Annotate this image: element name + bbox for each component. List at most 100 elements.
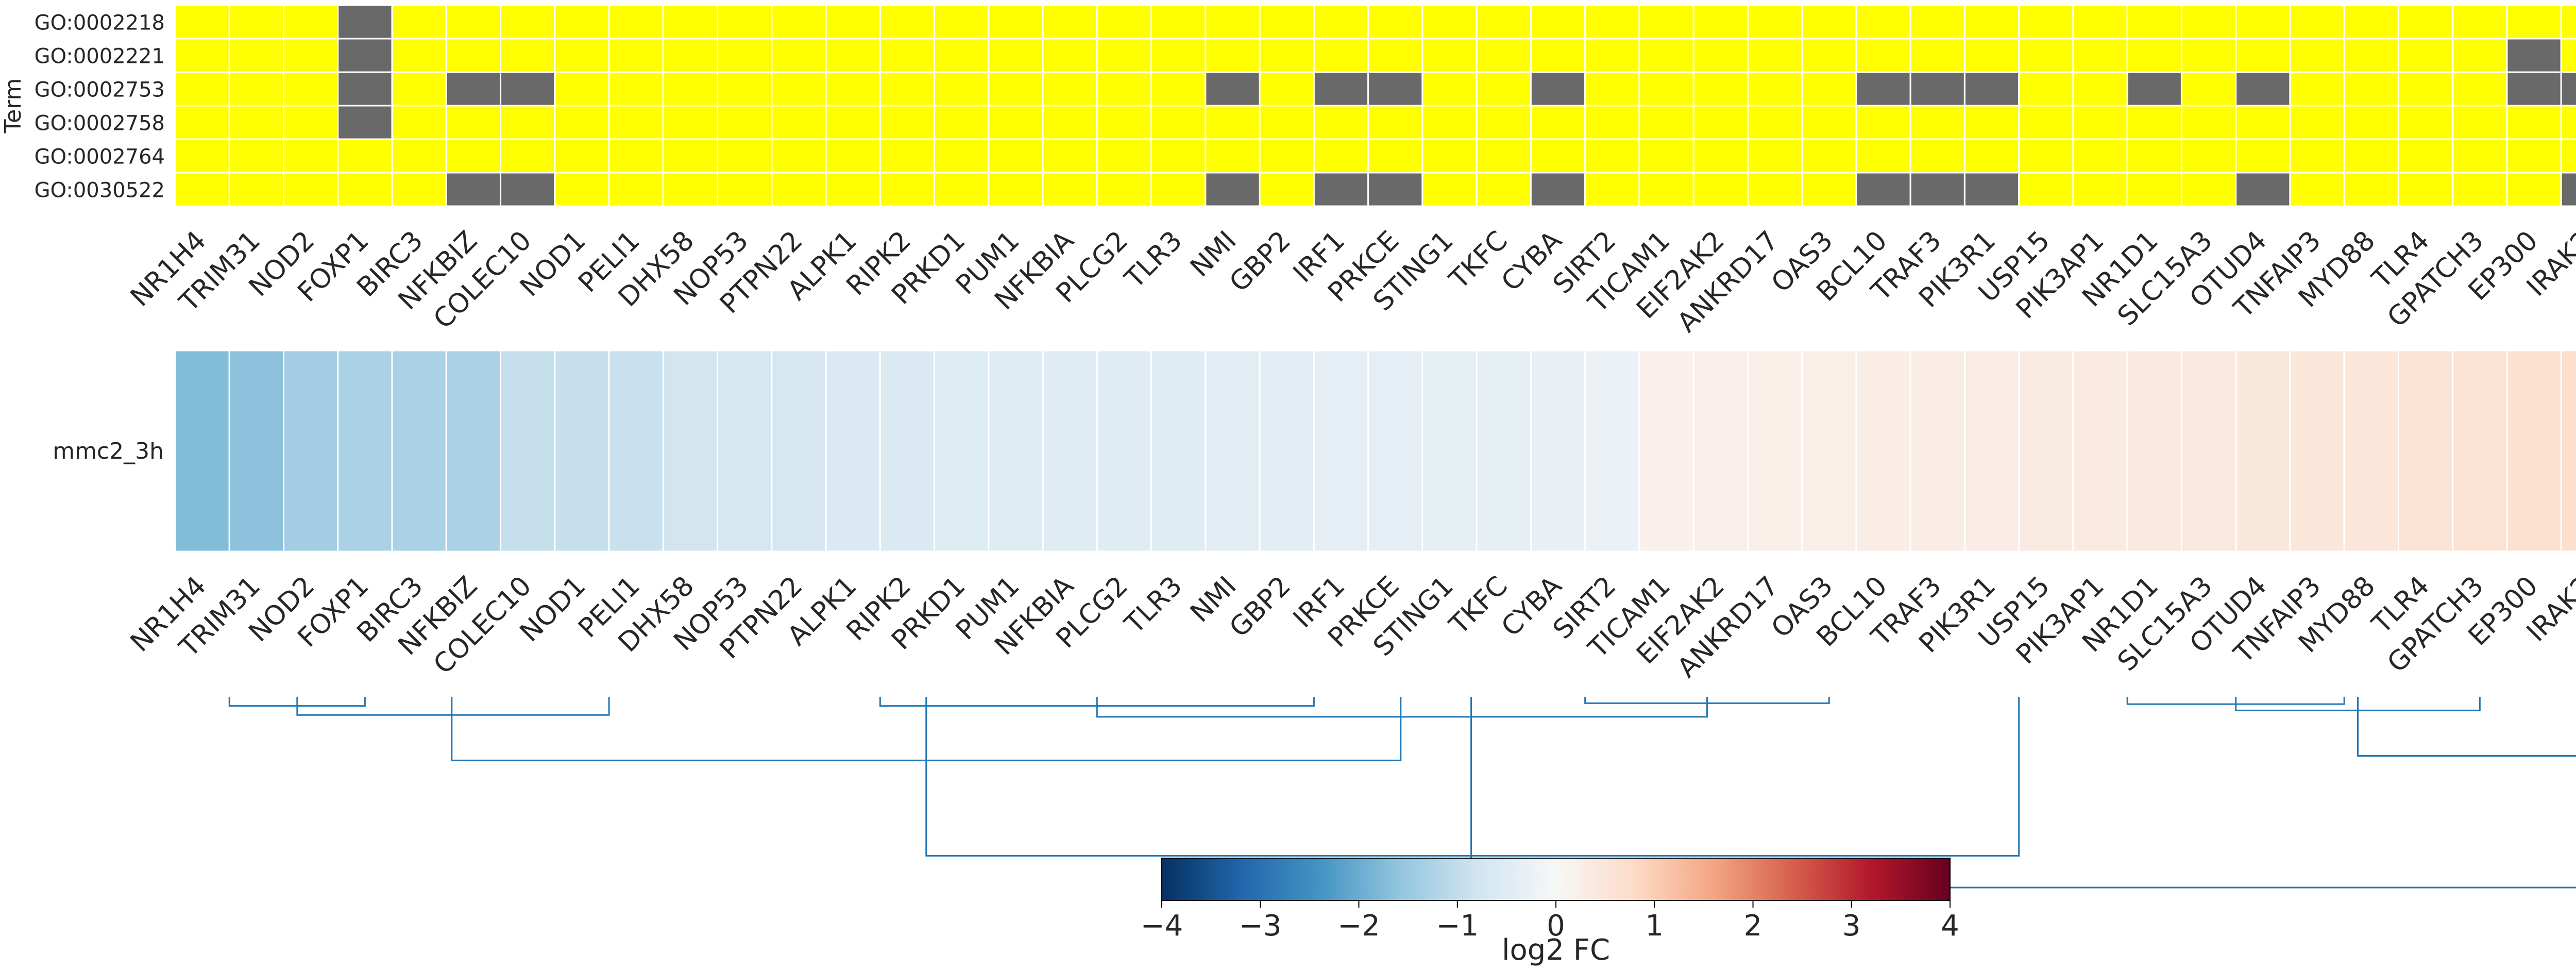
log2fc-cell xyxy=(2289,349,2345,553)
go-heatmap-column-labels: NR1H4TRIM31NOD2FOXP1BIRC3NFKBIZCOLEC10NO… xyxy=(125,225,2576,338)
go-cell xyxy=(662,38,719,73)
go-cell xyxy=(228,38,285,73)
go-cell xyxy=(879,138,936,174)
colorbar-tick-label: 4 xyxy=(1941,909,1959,943)
log2fc-heatmap-column-labels: NR1H4TRIM31NOD2FOXP1BIRC3NFKBIZCOLEC10NO… xyxy=(125,570,2576,683)
go-cell xyxy=(608,38,664,73)
go-cell xyxy=(1855,4,1911,40)
go-cell xyxy=(1150,4,1207,40)
go-term-label: GO:0002218 xyxy=(35,11,165,35)
go-cell xyxy=(1205,138,1261,174)
go-cell xyxy=(1909,4,1965,40)
go-cell xyxy=(337,172,393,207)
go-cell xyxy=(1476,172,1532,207)
log2fc-cell xyxy=(1909,349,1965,553)
go-cell xyxy=(174,4,230,40)
go-cell xyxy=(1747,38,1803,73)
go-cell xyxy=(1313,105,1369,140)
go-cell xyxy=(1530,38,1586,73)
go-cell xyxy=(1692,38,1749,73)
go-cell xyxy=(228,105,285,140)
log2fc-cell xyxy=(934,349,990,553)
go-cell xyxy=(988,138,1044,174)
go-cell xyxy=(445,4,502,40)
go-cell xyxy=(2072,38,2128,73)
go-cell xyxy=(445,105,502,140)
go-cell xyxy=(500,105,556,140)
go-cell xyxy=(554,105,610,140)
go-cell xyxy=(1259,4,1315,40)
log2fc-cell xyxy=(1855,349,1911,553)
log2fc-cell xyxy=(337,349,393,553)
go-cell xyxy=(988,172,1044,207)
log2fc-cell xyxy=(391,349,447,553)
go-cell xyxy=(445,38,502,73)
go-cell xyxy=(2180,172,2237,207)
go-cell xyxy=(2235,4,2291,40)
go-cell xyxy=(608,71,664,107)
go-cell xyxy=(1313,71,1369,107)
go-cell xyxy=(2560,71,2576,107)
go-cell xyxy=(2452,4,2508,40)
go-cell xyxy=(825,172,881,207)
go-cell xyxy=(2072,4,2128,40)
go-cell xyxy=(1313,138,1369,174)
log2fc-cell xyxy=(825,349,881,553)
go-cell xyxy=(1259,172,1315,207)
go-cell xyxy=(2126,71,2182,107)
go-cell xyxy=(2289,38,2345,73)
go-cell xyxy=(1205,4,1261,40)
colorbar-ticks: −4 −3 −2 −1 0 1 2 3 4 xyxy=(1141,900,1959,943)
log2fc-cell xyxy=(1963,349,2020,553)
log2fc-cell xyxy=(2343,349,2399,553)
go-cell xyxy=(2126,172,2182,207)
log2fc-cell xyxy=(2397,349,2454,553)
go-cell xyxy=(2235,105,2291,140)
go-cell xyxy=(1638,172,1694,207)
go-cell xyxy=(1963,38,2020,73)
go-cell xyxy=(283,71,339,107)
go-cell xyxy=(1096,38,1153,73)
go-cell xyxy=(1638,4,1694,40)
go-cell xyxy=(717,105,773,140)
go-cell xyxy=(337,71,393,107)
go-cell xyxy=(2289,172,2345,207)
go-cell xyxy=(228,71,285,107)
log2fc-cell xyxy=(2072,349,2128,553)
go-cell xyxy=(2560,4,2576,40)
log2fc-cell xyxy=(554,349,610,553)
go-cell xyxy=(228,138,285,174)
go-cell xyxy=(2126,4,2182,40)
go-cell xyxy=(1584,105,1640,140)
go-cell xyxy=(337,4,393,40)
log2fc-cell xyxy=(1042,349,1098,553)
go-cell xyxy=(879,71,936,107)
go-cell xyxy=(1150,105,1207,140)
log2fc-cell xyxy=(1421,349,1478,553)
go-cell xyxy=(2235,138,2291,174)
go-cell xyxy=(771,71,827,107)
go-cell xyxy=(2235,71,2291,107)
go-cell xyxy=(717,71,773,107)
go-cell xyxy=(1909,105,1965,140)
go-cell xyxy=(2018,172,2074,207)
go-cell xyxy=(1747,71,1803,107)
go-cell xyxy=(1476,138,1532,174)
go-cell xyxy=(1747,4,1803,40)
go-cell xyxy=(445,71,502,107)
go-cell xyxy=(1096,105,1153,140)
go-cell xyxy=(879,38,936,73)
go-cell xyxy=(717,38,773,73)
go-cell xyxy=(1692,105,1749,140)
go-cell xyxy=(554,172,610,207)
go-cell xyxy=(500,138,556,174)
go-cell xyxy=(1205,105,1261,140)
log2fc-cell xyxy=(1530,349,1586,553)
go-cell xyxy=(1801,105,1857,140)
go-cell xyxy=(2180,38,2237,73)
go-cell xyxy=(2018,105,2074,140)
go-cell xyxy=(608,172,664,207)
go-cell xyxy=(2126,38,2182,73)
go-cell xyxy=(2289,105,2345,140)
